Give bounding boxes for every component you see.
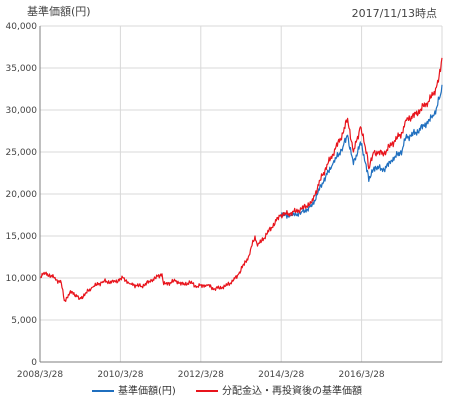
y-tick-label: 40,000 bbox=[6, 22, 38, 32]
legend-label: 分配金込・再投資後の基準価額 bbox=[222, 384, 362, 397]
x-tick-label: 2008/3/28 bbox=[17, 370, 63, 380]
series-lines bbox=[39, 57, 443, 302]
y-tick-label: 30,000 bbox=[6, 106, 38, 116]
y-tick-label: 10,000 bbox=[6, 274, 38, 284]
as-of-date: 2017/11/13時点 bbox=[352, 7, 437, 20]
x-tick-label: 2016/3/28 bbox=[339, 370, 385, 380]
y-tick-label: 15,000 bbox=[6, 232, 38, 242]
x-tick-label: 2014/3/28 bbox=[258, 370, 304, 380]
legend: 基準価額(円) 分配金込・再投資後の基準価額 bbox=[92, 384, 362, 397]
x-tick-label: 2010/3/28 bbox=[97, 370, 143, 380]
x-axis-ticks: 2008/3/28 2010/3/28 2012/3/28 2014/3/28 2016… bbox=[17, 370, 385, 380]
y-tick-label: 0 bbox=[31, 358, 37, 368]
y-tick-label: 5,000 bbox=[11, 316, 37, 326]
y-axis-ticks: 0 5,000 10,000 15,000 20,000 25,000 30,000 35,0… bbox=[6, 22, 38, 368]
y-tick-label: 20,000 bbox=[6, 190, 38, 200]
x-tick-label: 2012/3/28 bbox=[178, 370, 224, 380]
axes bbox=[39, 26, 442, 363]
gridlines bbox=[40, 25, 443, 362]
legend-label: 基準価額(円) bbox=[118, 384, 176, 397]
y-tick-label: 25,000 bbox=[6, 148, 38, 158]
reinvested-nav-series-line bbox=[39, 57, 443, 302]
chart-title: 基準価額(円) bbox=[27, 4, 91, 18]
y-tick-label: 35,000 bbox=[6, 64, 38, 74]
nav-series-line bbox=[279, 84, 443, 219]
